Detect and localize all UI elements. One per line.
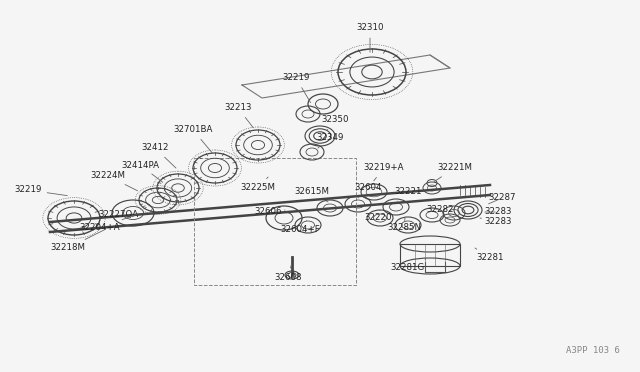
Text: 32219+A: 32219+A xyxy=(364,164,404,181)
Text: 32219: 32219 xyxy=(282,74,310,103)
Text: 32287: 32287 xyxy=(488,193,516,204)
Text: 32283: 32283 xyxy=(480,218,512,227)
Text: 32615M: 32615M xyxy=(294,187,330,202)
Text: A3PP 103 6: A3PP 103 6 xyxy=(566,346,620,355)
Text: 32701BA: 32701BA xyxy=(173,125,212,153)
Text: 32604+F: 32604+F xyxy=(280,220,320,234)
Text: 32225M: 32225M xyxy=(241,177,275,192)
Text: 32281: 32281 xyxy=(475,248,504,263)
Text: 32281G: 32281G xyxy=(391,259,426,273)
Text: 32227QA: 32227QA xyxy=(98,206,145,219)
Text: 32204+A: 32204+A xyxy=(80,214,138,232)
Text: 32283: 32283 xyxy=(484,208,512,217)
Text: 32219: 32219 xyxy=(14,186,67,196)
Bar xyxy=(400,244,460,266)
Text: 32285N: 32285N xyxy=(387,218,421,232)
Text: 32221M: 32221M xyxy=(435,164,472,182)
Text: 32604: 32604 xyxy=(355,183,381,198)
Text: 32414PA: 32414PA xyxy=(121,160,163,182)
Text: 32213: 32213 xyxy=(224,103,253,128)
Text: 32220: 32220 xyxy=(364,210,392,222)
Text: 32349: 32349 xyxy=(316,134,344,148)
Text: 32310: 32310 xyxy=(356,23,384,52)
Text: 32218M: 32218M xyxy=(51,229,106,253)
Text: 32224M: 32224M xyxy=(90,171,138,191)
Text: 32350: 32350 xyxy=(321,115,349,131)
Text: 32221: 32221 xyxy=(394,187,422,201)
Text: 32282: 32282 xyxy=(426,205,454,215)
Text: 32412: 32412 xyxy=(141,144,176,168)
Text: 32608: 32608 xyxy=(275,265,301,282)
Text: 32606: 32606 xyxy=(254,208,285,217)
